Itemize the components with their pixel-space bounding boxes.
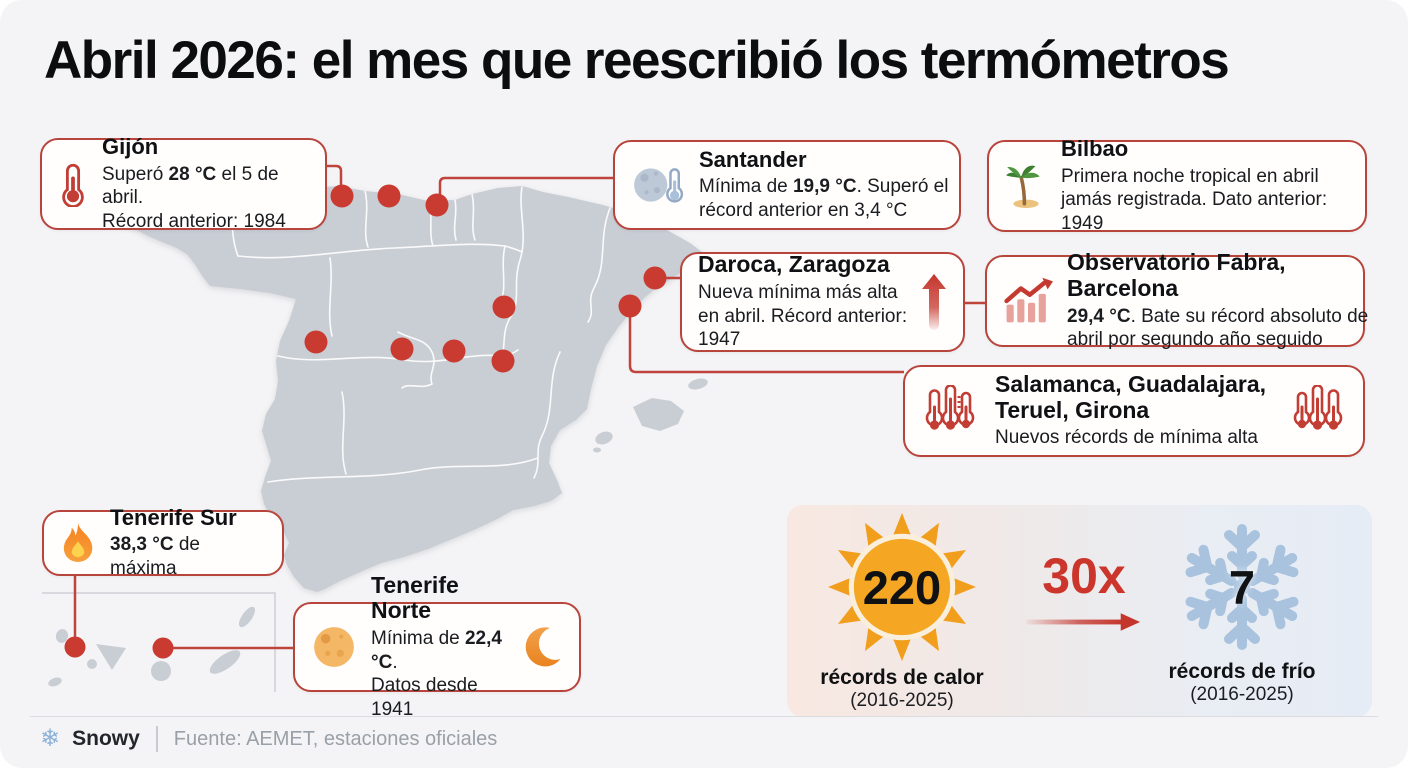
text-segment-bold: 29,4 °C bbox=[1067, 305, 1131, 327]
text-segment: de máxima bbox=[110, 534, 200, 579]
callout-title: Bilbao bbox=[1061, 135, 1129, 161]
text-segment-bold: 38,3 °C bbox=[110, 534, 174, 556]
mainland-spain bbox=[120, 186, 706, 592]
stats-panel: 220 récords de calor (2016-2025) 30x bbox=[787, 505, 1372, 717]
map-dot bbox=[330, 184, 354, 208]
sun-icon bbox=[828, 513, 976, 661]
map-dot bbox=[304, 330, 328, 354]
fire-icon bbox=[60, 521, 96, 565]
callout-body: Nuevos récords de mínima alta bbox=[995, 427, 1258, 449]
text-segment: . bbox=[392, 651, 398, 673]
callout-salamanca: Salamanca, Guadalajara, Teruel, Girona N… bbox=[903, 365, 1365, 457]
heat-records-period: (2016-2025) bbox=[850, 690, 954, 712]
cold-records-period: (2016-2025) bbox=[1190, 684, 1294, 706]
footer-divider bbox=[155, 726, 158, 752]
callout-title: Tenerife Norte bbox=[371, 571, 459, 624]
map-dot bbox=[377, 184, 401, 208]
palm-tree-icon bbox=[1005, 163, 1047, 209]
text-segment: Datos desde 1941 bbox=[371, 675, 478, 720]
text-segment: . Bate su récord absoluto de abril por s… bbox=[1067, 305, 1369, 351]
thermometer-icon bbox=[58, 161, 88, 207]
canary-inset-border bbox=[42, 592, 276, 692]
moon-thermometer-icon bbox=[631, 161, 685, 209]
balearic-islands bbox=[593, 378, 708, 453]
source-text: Fuente: AEMET, estaciones oficiales bbox=[173, 727, 498, 750]
callout-title: Observatorio Fabra, Barcelona bbox=[1067, 249, 1286, 301]
callout-body: 29,4 °C. Bate su récord absoluto de abri… bbox=[1067, 305, 1372, 352]
map-dot bbox=[492, 295, 516, 319]
crescent-moon-icon bbox=[523, 625, 563, 669]
connector-lines bbox=[73, 164, 986, 650]
text-segment-bold: 28 °C bbox=[168, 163, 217, 185]
heat-records-label: récords de calor bbox=[820, 666, 984, 689]
footer: ❄ Snowy Fuente: AEMET, estaciones oficia… bbox=[40, 726, 497, 752]
map-dot bbox=[64, 636, 86, 658]
callout-bilbao: Bilbao Primera noche tropical en abril j… bbox=[987, 135, 1367, 234]
map-dot bbox=[618, 294, 642, 318]
text-segment: Mínima de bbox=[371, 628, 465, 650]
callout-title: Tenerife Sur bbox=[110, 504, 237, 530]
text-segment-bold: 22,4 °C bbox=[371, 628, 502, 673]
callout-gijon: Gijón Superó 28 °C el 5 de abril. Récord … bbox=[40, 133, 327, 232]
text-segment: . Superó el récord anterior en 3,4 °C bbox=[699, 176, 949, 221]
triple-thermometer-icon bbox=[921, 385, 979, 437]
callout-tenerife-sur: Tenerife Sur 38,3 °C de máxima bbox=[42, 505, 284, 579]
multiplier-value: 30x bbox=[1042, 548, 1126, 604]
callout-body: Superó 28 °C el 5 de abril. Récord anteri… bbox=[102, 163, 309, 234]
full-moon-icon bbox=[311, 624, 357, 670]
map-dot bbox=[390, 337, 414, 361]
cold-records-stat: 7 récords de frío (2016-2025) bbox=[1162, 511, 1322, 707]
heat-records-stat: 220 récords de calor (2016-2025) bbox=[814, 511, 990, 713]
chart-up-icon bbox=[1003, 277, 1053, 325]
map-dot bbox=[425, 193, 449, 217]
callout-body: Primera noche tropical en abril jamás re… bbox=[1061, 165, 1328, 234]
arrow-right-icon bbox=[1026, 613, 1141, 631]
brand-name: Snowy bbox=[72, 727, 140, 750]
canary-islands bbox=[48, 606, 256, 687]
multiplier-stat: 30x bbox=[1019, 551, 1149, 638]
map-dot bbox=[643, 266, 667, 290]
callout-body: Nueva mínima más alta en abril. Récord a… bbox=[698, 282, 908, 351]
text-segment: Récord anterior: 1984 bbox=[102, 210, 286, 232]
callout-tenerife-norte: Tenerife Norte Mínima de 22,4 °C. Datos d… bbox=[293, 572, 581, 720]
page-title: Abril 2026: el mes que reescribió los te… bbox=[44, 31, 1230, 90]
map-dot bbox=[491, 349, 515, 373]
cold-records-value: 7 bbox=[1228, 560, 1256, 614]
callout-body: Mínima de 19,9 °C. Superó el récord ante… bbox=[699, 175, 951, 222]
map-dot bbox=[442, 339, 466, 363]
callout-fabra: Observatorio Fabra, Barcelona 29,4 °C. B… bbox=[985, 249, 1368, 350]
record-dots bbox=[64, 184, 667, 659]
cold-records-label: récords de frío bbox=[1168, 660, 1316, 683]
callout-body: 38,3 °C de máxima bbox=[110, 533, 266, 580]
text-segment: el 5 de abril. bbox=[102, 163, 279, 209]
snowflake-icon bbox=[1185, 524, 1299, 650]
triple-thermometer-icon bbox=[1289, 385, 1347, 437]
callout-santander: Santander Mínima de 19,9 °C. Superó el r… bbox=[613, 140, 961, 230]
map-dot bbox=[152, 637, 174, 659]
callout-body: Mínima de 22,4 °C. Datos desde 1941 bbox=[371, 627, 509, 721]
callout-daroca: Daroca, Zaragoza Nueva mínima más alta e… bbox=[680, 252, 965, 352]
snowflake-icon: ❄ bbox=[40, 725, 61, 752]
footer-divider-line bbox=[30, 716, 1378, 717]
text-segment: Superó bbox=[102, 163, 169, 185]
callout-title: Gijón bbox=[102, 133, 159, 159]
callout-title: Santander bbox=[699, 146, 807, 172]
arrow-up-icon bbox=[921, 273, 947, 331]
callout-title: Daroca, Zaragoza bbox=[698, 251, 890, 278]
heat-records-value: 220 bbox=[862, 560, 942, 614]
text-segment: Mínima de bbox=[699, 176, 793, 198]
text-segment-bold: 19,9 °C bbox=[792, 176, 857, 198]
callout-title: Salamanca, Guadalajara, Teruel, Girona bbox=[995, 370, 1267, 423]
